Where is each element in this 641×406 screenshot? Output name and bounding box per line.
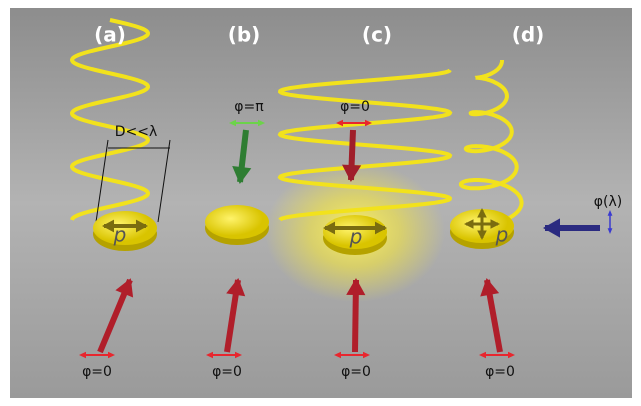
panel-label: (d) <box>512 23 545 47</box>
panel-label: (b) <box>228 23 261 47</box>
disk <box>205 205 269 239</box>
phase-label: φ=0 <box>485 364 515 380</box>
phase-label: φ=0 <box>340 99 370 115</box>
dipole-label: p <box>349 225 363 249</box>
figure: (a) (b) (c) (d) D<<λ φ=π φ=0 φ(λ) p p p … <box>0 0 641 406</box>
size-label: D<<λ <box>115 124 158 140</box>
panel-label: (a) <box>94 23 126 47</box>
dipole-label: p <box>495 223 509 247</box>
phase-label: φ=0 <box>212 364 242 380</box>
dipole-label: p <box>113 223 127 247</box>
page: (a) (b) (c) (d) D<<λ φ=π φ=0 φ(λ) p p p … <box>0 0 641 406</box>
phase-label: φ=0 <box>341 364 371 380</box>
phase-label: φ=0 <box>82 364 112 380</box>
panel-label: (c) <box>362 23 392 47</box>
phase-label: φ=π <box>234 99 264 115</box>
phase-label: φ(λ) <box>594 194 622 210</box>
